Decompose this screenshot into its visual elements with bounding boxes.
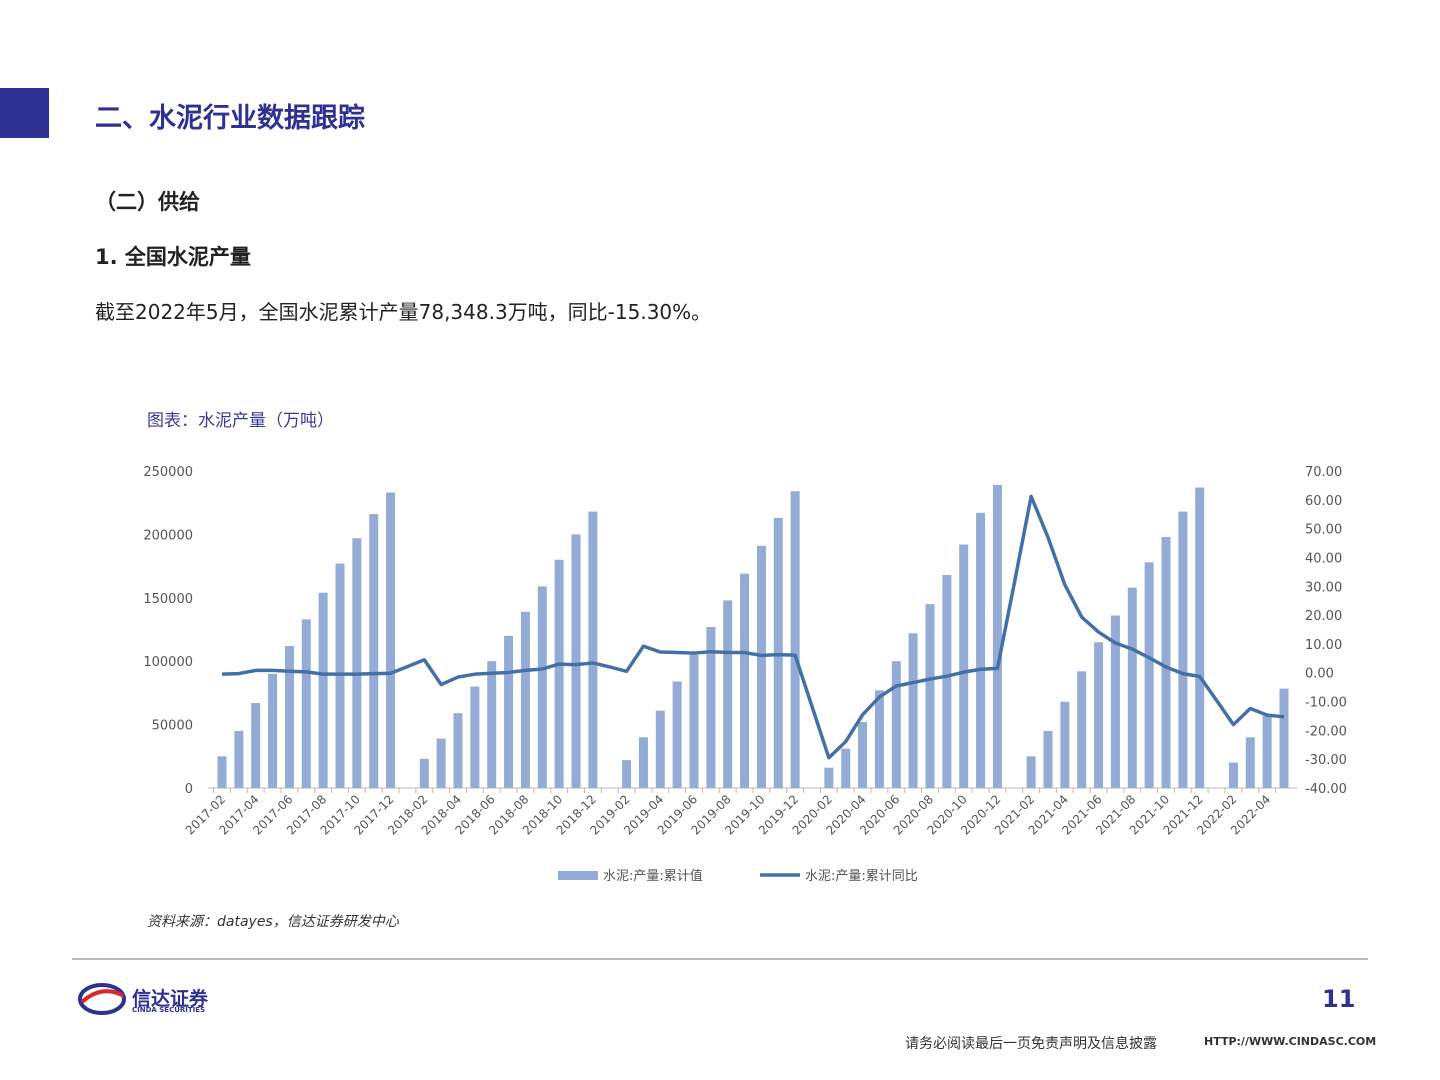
bar bbox=[841, 748, 851, 788]
bar bbox=[234, 730, 244, 788]
bar bbox=[571, 534, 581, 788]
bar bbox=[318, 592, 328, 788]
bar bbox=[891, 661, 901, 788]
bar bbox=[1245, 737, 1255, 788]
bar bbox=[284, 645, 294, 788]
y-tick-label: 200000 bbox=[143, 528, 193, 543]
bar bbox=[925, 604, 935, 788]
source-note: 资料来源：datayes，信达证券研发中心 bbox=[147, 914, 399, 930]
bar bbox=[908, 633, 918, 788]
logo-name: 信达证券 bbox=[132, 988, 209, 1010]
page-number: 11 bbox=[1322, 985, 1356, 1013]
bar bbox=[487, 661, 497, 788]
y2-tick-label: -30.00 bbox=[1305, 753, 1347, 768]
bar bbox=[992, 484, 1002, 788]
y2-tick-label: -10.00 bbox=[1305, 696, 1347, 711]
bar bbox=[537, 586, 547, 788]
bar bbox=[1043, 730, 1053, 788]
bar bbox=[554, 559, 564, 788]
bar bbox=[1178, 511, 1188, 788]
paragraph: 截至2022年5月，全国水泥累计产量78,348.3万吨，同比-15.30%。 bbox=[95, 300, 712, 324]
legend-label: 水泥:产量:累计同比 bbox=[805, 869, 918, 884]
logo-name-en: CINDA SECURITIES bbox=[132, 1006, 206, 1014]
bar bbox=[268, 673, 278, 788]
bar bbox=[1094, 642, 1104, 788]
bar bbox=[1060, 701, 1070, 788]
bar bbox=[638, 737, 648, 788]
y2-tick-label: 30.00 bbox=[1305, 580, 1342, 595]
bar bbox=[976, 512, 986, 788]
y2-tick-label: 40.00 bbox=[1305, 551, 1342, 566]
y2-tick-label: 50.00 bbox=[1305, 523, 1342, 538]
bar bbox=[453, 713, 463, 788]
bar bbox=[706, 626, 716, 788]
bar bbox=[369, 514, 379, 788]
y-tick-label: 0 bbox=[185, 782, 193, 797]
bar bbox=[217, 756, 227, 788]
bar bbox=[959, 544, 969, 788]
y2-tick-label: 10.00 bbox=[1305, 638, 1342, 653]
y-tick-label: 150000 bbox=[143, 592, 193, 607]
bar bbox=[1026, 756, 1036, 788]
y2-tick-label: -20.00 bbox=[1305, 724, 1347, 739]
y-tick-label: 250000 bbox=[143, 465, 193, 480]
bar bbox=[858, 722, 868, 788]
bar bbox=[1161, 536, 1171, 788]
subsection-title: 1. 全国水泥产量 bbox=[95, 245, 251, 269]
website: HTTP://WWW.CINDASC.COM bbox=[1204, 1035, 1377, 1048]
bar bbox=[504, 635, 514, 788]
legend-label: 水泥:产量:累计值 bbox=[603, 868, 703, 884]
line-series bbox=[221, 494, 1285, 760]
legend-swatch bbox=[558, 871, 598, 880]
y-tick-label: 100000 bbox=[143, 655, 193, 670]
disclaimer: 请务必阅读最后一页免责声明及信息披露 bbox=[905, 1036, 1157, 1052]
bar bbox=[790, 491, 800, 788]
bar bbox=[352, 538, 362, 788]
bar bbox=[470, 686, 480, 788]
bar bbox=[436, 738, 446, 788]
section-title: （二）供给 bbox=[95, 190, 200, 214]
bar bbox=[1144, 562, 1154, 788]
bar bbox=[655, 710, 665, 788]
y2-tick-label: 0.00 bbox=[1305, 667, 1334, 682]
y-tick-label: 50000 bbox=[152, 719, 193, 734]
bar bbox=[1228, 762, 1238, 788]
bar bbox=[942, 574, 952, 788]
y2-tick-label: 20.00 bbox=[1305, 609, 1342, 624]
bar bbox=[301, 619, 311, 788]
bar bbox=[740, 573, 750, 788]
bar bbox=[419, 758, 429, 788]
bar bbox=[874, 690, 884, 788]
bar bbox=[1195, 487, 1205, 788]
logo-mark bbox=[78, 983, 126, 1015]
bar bbox=[386, 492, 396, 788]
bar bbox=[689, 654, 699, 788]
bar bbox=[251, 703, 261, 788]
bar bbox=[756, 545, 766, 788]
bar bbox=[1127, 587, 1137, 788]
bar bbox=[1262, 715, 1272, 788]
bar bbox=[672, 681, 682, 788]
page-title: 二、水泥行业数据跟踪 bbox=[95, 103, 365, 134]
bar bbox=[588, 511, 598, 788]
bar bbox=[1279, 688, 1289, 788]
bar bbox=[1077, 671, 1087, 788]
divider bbox=[72, 958, 1368, 960]
bar bbox=[622, 760, 632, 788]
y2-tick-label: 60.00 bbox=[1305, 494, 1342, 509]
y2-tick-label: -40.00 bbox=[1305, 782, 1347, 797]
bar bbox=[520, 611, 530, 788]
y2-tick-label: 70.00 bbox=[1305, 465, 1342, 480]
bar bbox=[1110, 615, 1120, 788]
bar bbox=[824, 767, 834, 788]
title-block bbox=[0, 88, 49, 138]
chart: 0 50000 100000 150000 200000 250000 -40.00 -30.… bbox=[143, 465, 1347, 884]
chart-caption: 图表：水泥产量（万吨） bbox=[147, 411, 334, 431]
bar bbox=[723, 600, 733, 788]
